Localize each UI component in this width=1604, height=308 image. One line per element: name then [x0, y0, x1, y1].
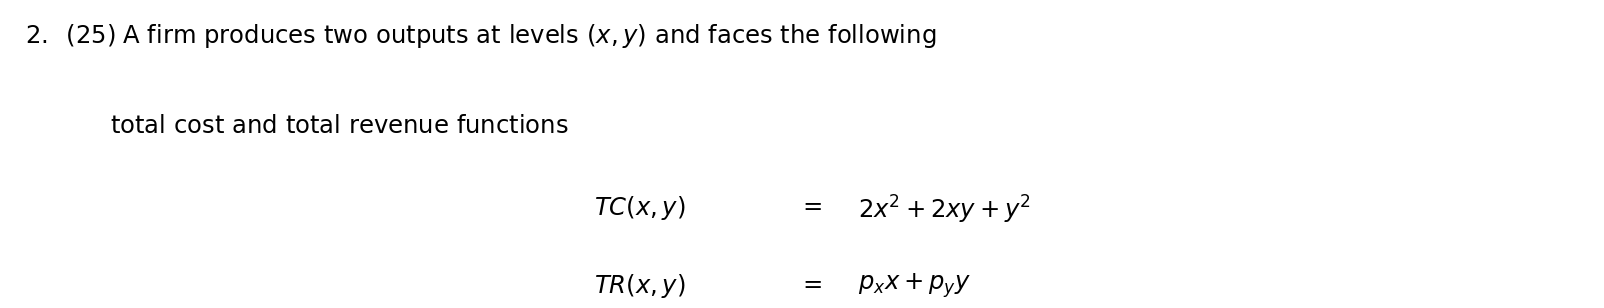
Text: $p_x x + p_y y$: $p_x x + p_y y$	[858, 272, 970, 300]
Text: $\mathrm{total\ cost\ and\ total\ revenue\ functions}$: $\mathrm{total\ cost\ and\ total\ revenu…	[111, 116, 569, 139]
Text: $=$: $=$	[797, 193, 823, 217]
Text: $=$: $=$	[797, 272, 823, 295]
Text: $TR(x,y)$: $TR(x,y)$	[593, 272, 685, 300]
Text: $2x^2 + 2xy + y^2$: $2x^2 + 2xy + y^2$	[858, 193, 1031, 226]
Text: $2.\;\;(25)\;$$\mathrm{A\ firm\ produces\ two\ outputs\ at\ levels\ }$$(x,y)$$\m: $2.\;\;(25)\;$$\mathrm{A\ firm\ produces…	[26, 22, 937, 51]
Text: $TC(x,y)$: $TC(x,y)$	[593, 193, 685, 221]
